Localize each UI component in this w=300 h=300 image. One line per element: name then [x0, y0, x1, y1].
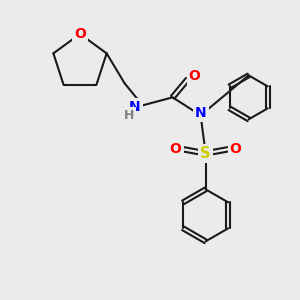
Text: H: H [123, 109, 134, 122]
Text: O: O [170, 142, 182, 156]
Text: O: O [74, 27, 86, 41]
Text: O: O [230, 142, 242, 156]
Text: N: N [129, 100, 140, 114]
Text: N: N [195, 106, 206, 120]
Text: S: S [200, 146, 211, 161]
Text: O: O [189, 69, 201, 83]
